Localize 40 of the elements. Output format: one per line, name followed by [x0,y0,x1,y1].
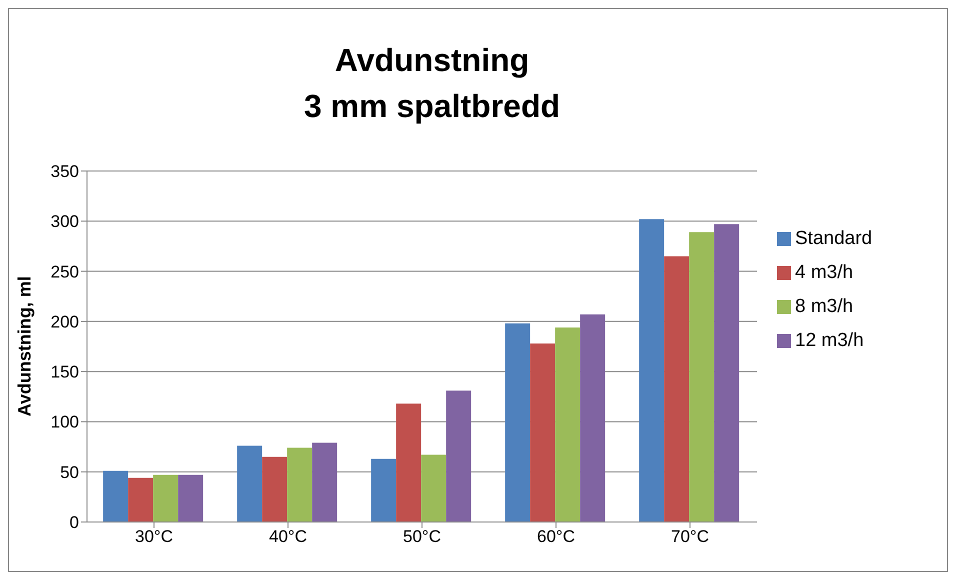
y-axis-title: Avdunstning, ml [14,276,34,416]
bar [153,474,178,522]
legend-label: 12 m3/h [795,330,864,351]
y-tick-label: 250 [50,262,79,282]
bar [505,323,530,522]
legend-label: 4 m3/h [795,262,854,283]
bar [396,404,422,522]
bar [555,327,580,522]
y-tick-label: 100 [50,412,79,432]
x-tick-label: 60°C [537,527,575,546]
x-tick-label: 30°C [135,527,173,546]
bar [530,343,556,522]
y-tick-label: 200 [50,312,79,332]
y-tick-label: 350 [50,162,79,182]
bar [103,470,128,522]
bar [421,454,446,522]
chart-title: Avdunstning [334,41,530,80]
x-tick-label: 40°C [269,527,307,546]
bar [262,456,288,522]
y-tick-label: 150 [50,362,79,382]
bar [128,478,154,522]
x-tick-label: 50°C [403,527,441,546]
legend-label: 8 m3/h [795,296,854,317]
bar [312,442,338,522]
y-tick-label: 300 [50,212,79,232]
bar [237,446,262,522]
bar [639,219,664,522]
y-tick-label: 50 [60,462,79,482]
bar [371,458,396,522]
y-tick-label: 0 [70,513,79,532]
bar [689,232,714,522]
x-tick-label: 70°C [671,527,709,546]
bar [664,256,690,522]
chart-subtitle: 3 mm spaltbredd [302,87,562,126]
bar [714,224,740,522]
legend-label: Standard [795,228,872,249]
bar [178,474,204,522]
bar [580,314,606,522]
bar [287,448,312,522]
bar [446,390,472,522]
